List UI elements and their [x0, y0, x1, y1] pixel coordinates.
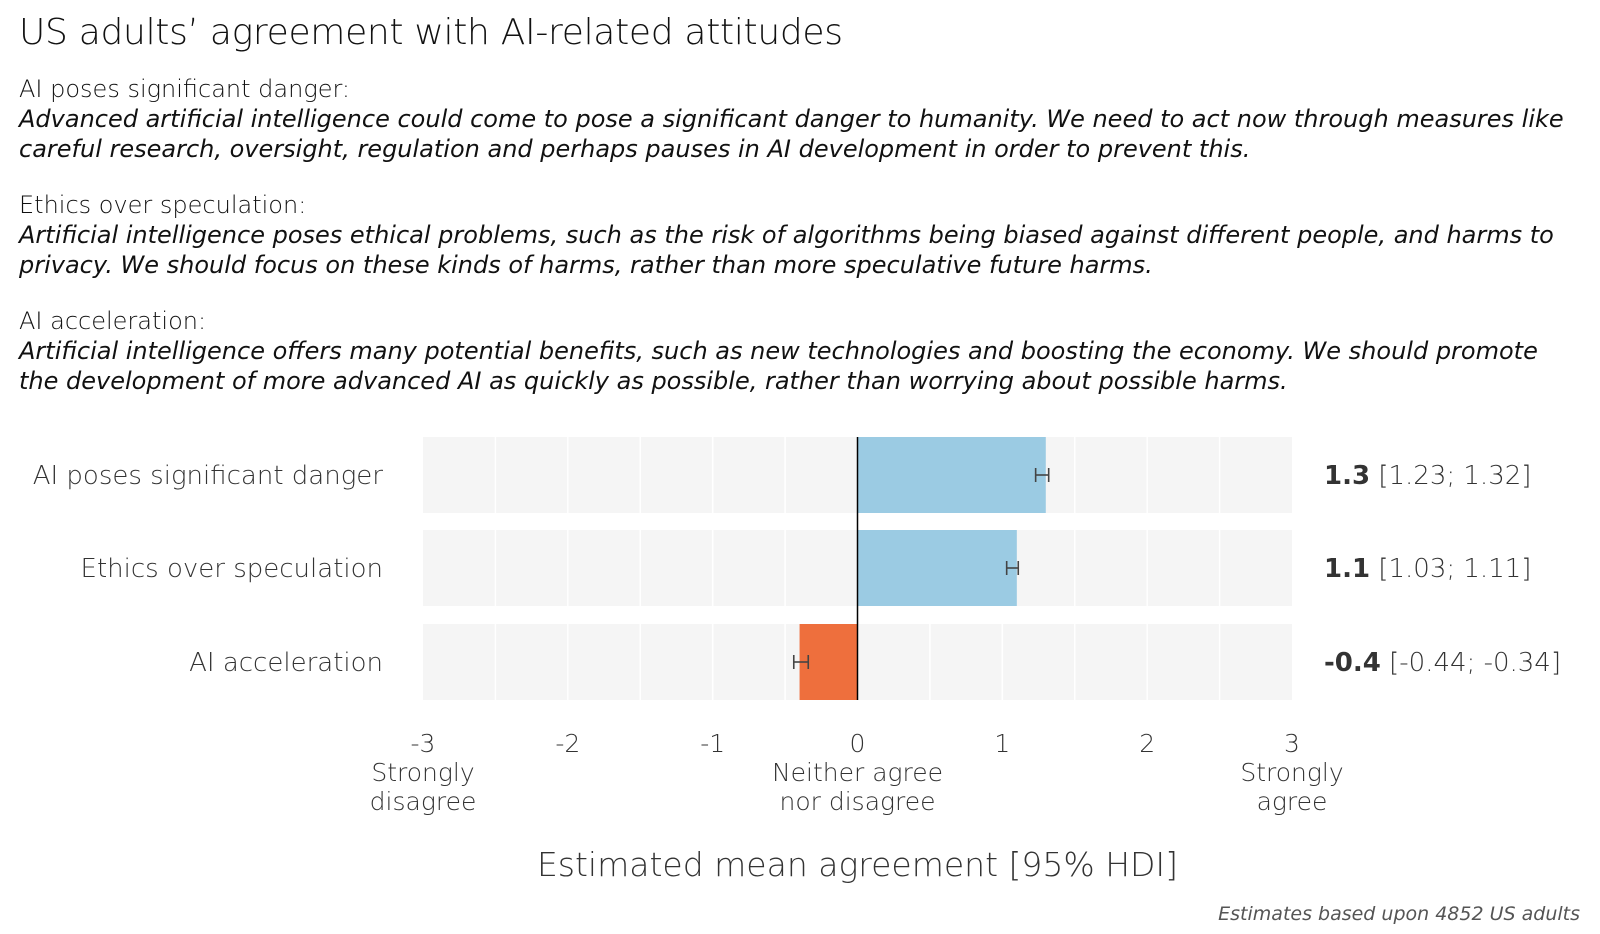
- definition-danger: AI poses significant danger: Advanced ar…: [19, 74, 1579, 164]
- mean-value: -0.4: [1324, 648, 1381, 678]
- value-label: 1.3 [1.23; 1.32]: [1324, 461, 1531, 491]
- mean-value: 1.1: [1324, 554, 1370, 584]
- definition-name: AI poses significant danger:: [19, 75, 351, 103]
- x-tick-sublabel: Strongly: [1240, 758, 1343, 787]
- definition-name: Ethics over speculation:: [19, 191, 307, 219]
- x-tick-sublabel: disagree: [370, 787, 477, 816]
- x-tick-sublabel: Neither agree: [772, 758, 943, 787]
- definition-acceleration: AI acceleration: Artificial intelligence…: [19, 306, 1579, 396]
- footnote: Estimates based upon 4852 US adults: [1218, 903, 1580, 925]
- definition-text: Artificial intelligence offers many pote…: [19, 337, 1538, 395]
- x-tick-sublabel: nor disagree: [779, 787, 935, 816]
- definition-text: Advanced artificial intelligence could c…: [19, 105, 1564, 163]
- value-label: -0.4 [-0.44; -0.34]: [1324, 648, 1561, 678]
- category-label: AI acceleration: [189, 648, 383, 678]
- bar: [857, 530, 1017, 606]
- x-axis-title: Estimated mean agreement [95% HDI]: [537, 845, 1178, 884]
- definition-text: Artificial intelligence poses ethical pr…: [19, 221, 1554, 279]
- definition-name: AI acceleration:: [19, 307, 207, 335]
- bar: [799, 624, 858, 700]
- x-tick-label: -1: [700, 729, 725, 758]
- ci-value: [-0.44; -0.34]: [1381, 648, 1561, 678]
- attitude-definitions: AI poses significant danger: Advanced ar…: [19, 74, 1579, 422]
- x-tick-sublabel: agree: [1257, 787, 1328, 816]
- x-tick-sublabel: Strongly: [371, 758, 474, 787]
- mean-value: 1.3: [1324, 461, 1370, 491]
- x-tick-label: 2: [1139, 729, 1155, 758]
- category-label: AI poses significant danger: [33, 461, 384, 491]
- x-tick-label: -3: [411, 729, 436, 758]
- ci-value: [1.23; 1.32]: [1370, 461, 1531, 491]
- x-tick-label: 0: [850, 729, 866, 758]
- chart-title: US adults’ agreement with AI-related att…: [19, 12, 843, 53]
- x-tick-label: 3: [1284, 729, 1300, 758]
- ci-value: [1.03; 1.11]: [1370, 554, 1531, 584]
- definition-ethics: Ethics over speculation: Artificial inte…: [19, 190, 1579, 280]
- bar: [857, 437, 1046, 513]
- category-label: Ethics over speculation: [81, 554, 383, 584]
- value-label: 1.1 [1.03; 1.11]: [1324, 554, 1531, 584]
- x-tick-label: -2: [555, 729, 580, 758]
- x-tick-label: 1: [994, 729, 1010, 758]
